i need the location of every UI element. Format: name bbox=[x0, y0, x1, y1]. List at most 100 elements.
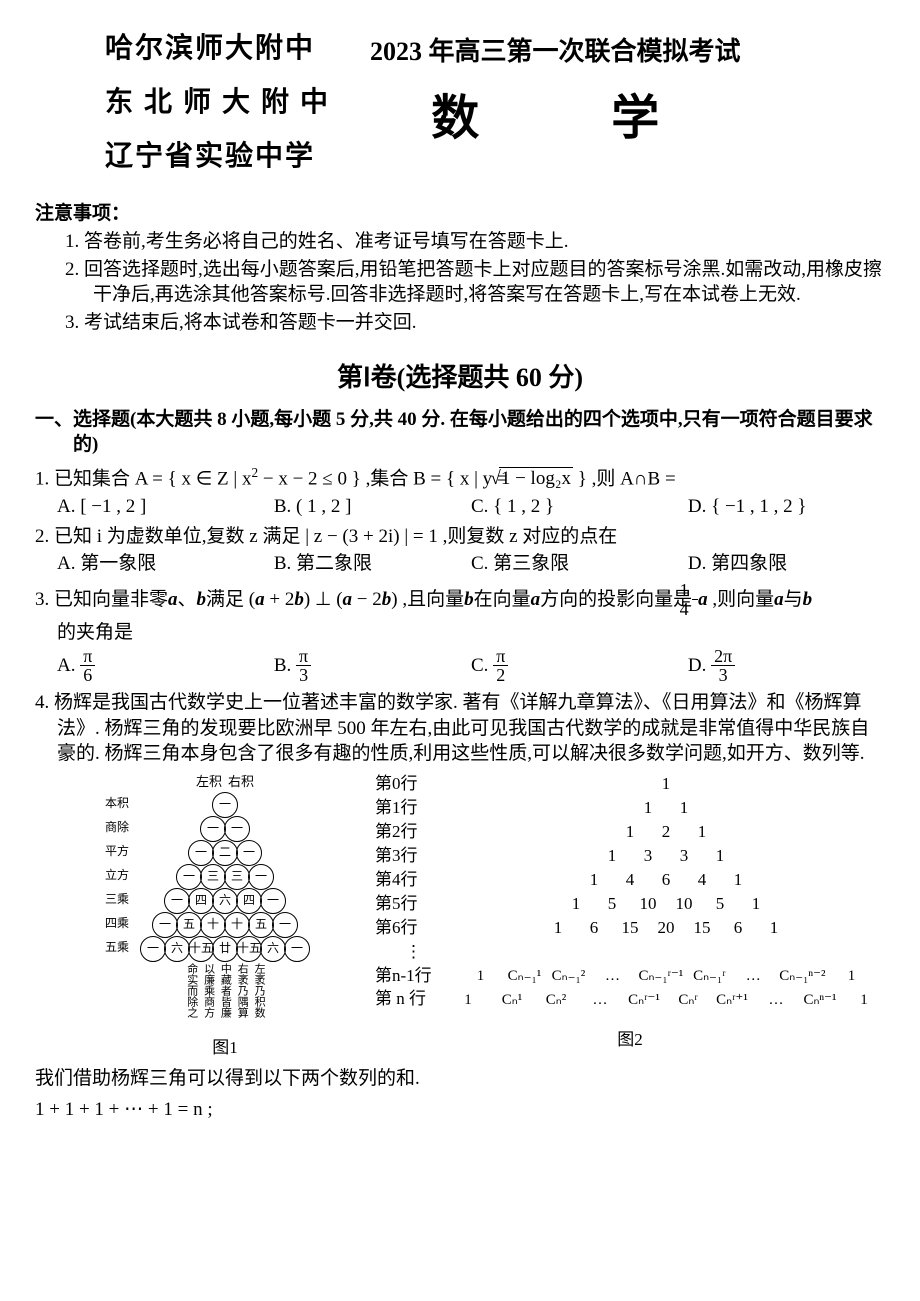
triangle-cell: 10 bbox=[666, 893, 702, 916]
q1-options: A. [ −1 , 2 ] B. ( 1 , 2 ] C. { 1 , 2 } … bbox=[35, 494, 885, 520]
triangle-cell: … bbox=[582, 990, 618, 1010]
pascal-circle: 六 bbox=[164, 936, 190, 962]
triangle-cell: 1 bbox=[756, 917, 792, 940]
pascal-circles: 一一一一二一一三三一一四六四一一五十十五一一六十五廿十五六一 bbox=[95, 793, 355, 961]
triangle-cell: 5 bbox=[702, 893, 738, 916]
pascal-circle: 一 bbox=[260, 888, 286, 914]
pascal-n-rows: 第n-1行1Cₙ₋₁¹Cₙ₋₁²…Cₙ₋₁ʳ⁻¹Cₙ₋₁ʳ…Cₙ₋₁ⁿ⁻²1第 … bbox=[375, 965, 885, 1012]
notice-list: 1. 答卷前,考生务必将自己的姓名、准考证号填写在答题卡上. 2. 回答选择题时… bbox=[35, 229, 885, 336]
pascal-circle: 一 bbox=[248, 864, 274, 890]
triangle-row: 第3行1331 bbox=[375, 845, 885, 868]
triangle-cell: Cₙ₋₁ⁿ⁻² bbox=[779, 966, 825, 986]
triangle-row: 第4行14641 bbox=[375, 869, 885, 892]
pascal-circle: 三 bbox=[224, 864, 250, 890]
triangle-cell: Cₙʳ⁺¹ bbox=[714, 990, 750, 1010]
tail-p1: 我们借助杨辉三角可以得到以下两个数列的和. bbox=[35, 1066, 885, 1092]
triangle-cell: 15 bbox=[612, 917, 648, 940]
fig1-bottom-labels: 命实而除之 以廉乘商方 中藏者皆廉 右袤乃隅算 左袤乃积数 bbox=[95, 963, 355, 1033]
triangle-cell: 1 bbox=[684, 821, 720, 844]
q2-opt-d: D. 第四象限 bbox=[688, 551, 885, 577]
triangle-cell: 1 bbox=[612, 821, 648, 844]
pascal-circle: 三 bbox=[200, 864, 226, 890]
q3-opt-b: B. π3 bbox=[274, 647, 471, 686]
notice-item-1: 1. 答卷前,考生务必将自己的姓名、准考证号填写在答题卡上. bbox=[65, 229, 885, 255]
triangle-cell: Cₙ¹ bbox=[494, 990, 530, 1010]
triangle-cell: 1 bbox=[648, 773, 684, 796]
q3-opt-c: C. π2 bbox=[471, 647, 688, 686]
fig1-caption: 图1 bbox=[95, 1037, 355, 1060]
triangle-row: 第5行15101051 bbox=[375, 893, 885, 916]
q1-part-c: } ,则 A∩B = bbox=[573, 468, 676, 489]
circle-row: 一三三一 bbox=[177, 865, 273, 889]
triangle-cell: 1 bbox=[576, 869, 612, 892]
question-3: 3. 已知向量非零a、b满足 (a + 2b) ⊥ (a − 2b) ,且向量b… bbox=[35, 581, 885, 620]
row-label: 第1行 bbox=[375, 797, 447, 820]
row-label: 第0行 bbox=[375, 773, 447, 796]
pascal-circle: 五 bbox=[248, 912, 274, 938]
pascal-circle: 四 bbox=[236, 888, 262, 914]
triangle-cell: 1 bbox=[558, 893, 594, 916]
dots-row: ⋮ bbox=[375, 941, 885, 964]
triangle-cell: 15 bbox=[684, 917, 720, 940]
triangle-cell: 20 bbox=[648, 917, 684, 940]
triangle-cell: 1 bbox=[462, 966, 498, 986]
triangle-cell: 6 bbox=[576, 917, 612, 940]
triangle-cell: Cₙ² bbox=[538, 990, 574, 1010]
row-label: 第4行 bbox=[375, 869, 447, 892]
triangle-row: 第1行11 bbox=[375, 797, 885, 820]
pascal-circle: 一 bbox=[224, 816, 250, 842]
q2-opt-a: A. 第一象限 bbox=[57, 551, 274, 577]
fig2-caption: 图2 bbox=[375, 1029, 885, 1052]
pascal-circle: 二 bbox=[212, 840, 238, 866]
triangle-cell: 1 bbox=[630, 797, 666, 820]
notice-item-2: 2. 回答选择题时,选出每小题答案后,用铅笔把答题卡上对应题目的答案标号涂黑.如… bbox=[65, 257, 885, 308]
triangle-cell: 3 bbox=[666, 845, 702, 868]
question-1: 1. 已知集合 A = { x ∈ Z | x2 − x − 2 ≤ 0 } ,… bbox=[35, 464, 885, 492]
pascal-circle: 六 bbox=[260, 936, 286, 962]
schools-list: 哈尔滨师大附中 东 北 师 大 附 中 辽宁省实验中学 bbox=[105, 30, 330, 191]
pascal-circle: 廿 bbox=[212, 936, 238, 962]
circle-row: 一二一 bbox=[189, 841, 261, 865]
pascal-circle: 一 bbox=[272, 912, 298, 938]
triangle-cell: Cₙʳ bbox=[670, 990, 706, 1010]
pascal-circle: 一 bbox=[188, 840, 214, 866]
row-label: 第 n 行 bbox=[375, 988, 447, 1011]
triangle-cell: 1 bbox=[738, 893, 774, 916]
triangle-cell: Cₙ₋₁² bbox=[550, 966, 586, 986]
circle-row: 一五十十五一 bbox=[153, 913, 297, 937]
title-column: 2023 年高三第一次联合模拟考试 数 学 bbox=[370, 30, 741, 152]
triangle-cell: 1 bbox=[720, 869, 756, 892]
pascal-circle: 一 bbox=[212, 792, 238, 818]
q1-opt-d: D. { −1 , 1 , 2 } bbox=[688, 494, 885, 520]
row-label: 第3行 bbox=[375, 845, 447, 868]
sqrt-expr: 1 − log₂x bbox=[512, 466, 573, 492]
school-2: 东 北 师 大 附 中 bbox=[105, 84, 330, 122]
pascal-circle: 一 bbox=[200, 816, 226, 842]
school-1: 哈尔滨师大附中 bbox=[105, 30, 330, 68]
q1-part-a: 1. 已知集合 A = { x ∈ Z | x bbox=[35, 468, 251, 489]
pascal-number-rows: 第0行1第1行11第2行121第3行1331第4行14641第5行1510105… bbox=[375, 773, 885, 940]
triangle-cell: Cₙⁿ⁻¹ bbox=[802, 990, 838, 1010]
triangle-cell: 1 bbox=[834, 966, 870, 986]
pascal-circle: 一 bbox=[152, 912, 178, 938]
triangle-cell: 1 bbox=[450, 990, 486, 1010]
triangle-n-row: 第n-1行1Cₙ₋₁¹Cₙ₋₁²…Cₙ₋₁ʳ⁻¹Cₙ₋₁ʳ…Cₙ₋₁ⁿ⁻²1 bbox=[375, 965, 885, 988]
pascal-circle: 一 bbox=[164, 888, 190, 914]
triangle-n-row: 第 n 行1Cₙ¹Cₙ²…Cₙʳ⁻¹CₙʳCₙʳ⁺¹…Cₙⁿ⁻¹1 bbox=[375, 988, 885, 1011]
circle-row: 一 bbox=[213, 793, 237, 817]
triangle-cell: … bbox=[758, 990, 794, 1010]
triangle-cell: 10 bbox=[630, 893, 666, 916]
q2-opt-b: B. 第二象限 bbox=[274, 551, 471, 577]
triangle-cell: Cₙ₋₁ʳ⁻¹ bbox=[638, 966, 683, 986]
triangle-cell: 1 bbox=[594, 845, 630, 868]
triangle-cell: 1 bbox=[540, 917, 576, 940]
triangle-cell: Cₙʳ⁻¹ bbox=[626, 990, 662, 1010]
figure-1: 左积 右积 本积 商除 平方 立方 三乘 四乘 五乘 一一一一二一一三三一一四六… bbox=[95, 773, 355, 1059]
pascal-circle: 十 bbox=[200, 912, 226, 938]
pascal-circle: 四 bbox=[188, 888, 214, 914]
triangle-cell: 1 bbox=[702, 845, 738, 868]
triangle-cell: Cₙ₋₁¹ bbox=[506, 966, 542, 986]
pascal-circle: 一 bbox=[284, 936, 310, 962]
q3-cont: 的夹角是 bbox=[35, 620, 885, 646]
diagrams-row: 左积 右积 本积 商除 平方 立方 三乘 四乘 五乘 一一一一二一一三三一一四六… bbox=[35, 773, 885, 1059]
